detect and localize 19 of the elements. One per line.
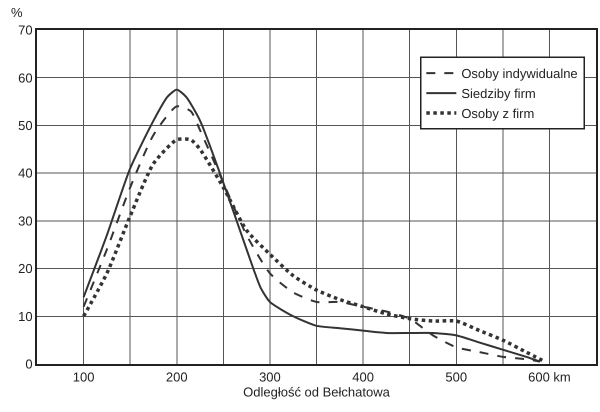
x-tick-label: 100 [72, 369, 94, 384]
y-tick-label: 40 [18, 166, 33, 181]
x-axis-title: Odległość od Bełchatowa [243, 384, 391, 400]
y-axis-title: % [11, 5, 23, 20]
y-tick-label: 0 [25, 356, 33, 372]
y-tick-label: 30 [18, 213, 33, 228]
y-tick-label: 60 [18, 70, 33, 86]
y-tick-label: 10 [18, 308, 33, 324]
x-tick-label: 500 [445, 369, 468, 384]
y-tick-label: 70 [18, 22, 33, 38]
y-tick-label: 20 [18, 261, 33, 276]
legend-label: Osoby z firm [461, 106, 534, 122]
legend-label: Siedziby firm [461, 86, 536, 102]
x-tick-label: 200 [166, 369, 188, 384]
x-tick-label: 300 [259, 369, 281, 384]
x-tick-label: 400 [352, 369, 374, 384]
y-tick-label: 50 [18, 118, 33, 133]
legend-label: Osoby indywidualne [461, 66, 578, 82]
x-tick-label: 600 km [528, 369, 571, 384]
